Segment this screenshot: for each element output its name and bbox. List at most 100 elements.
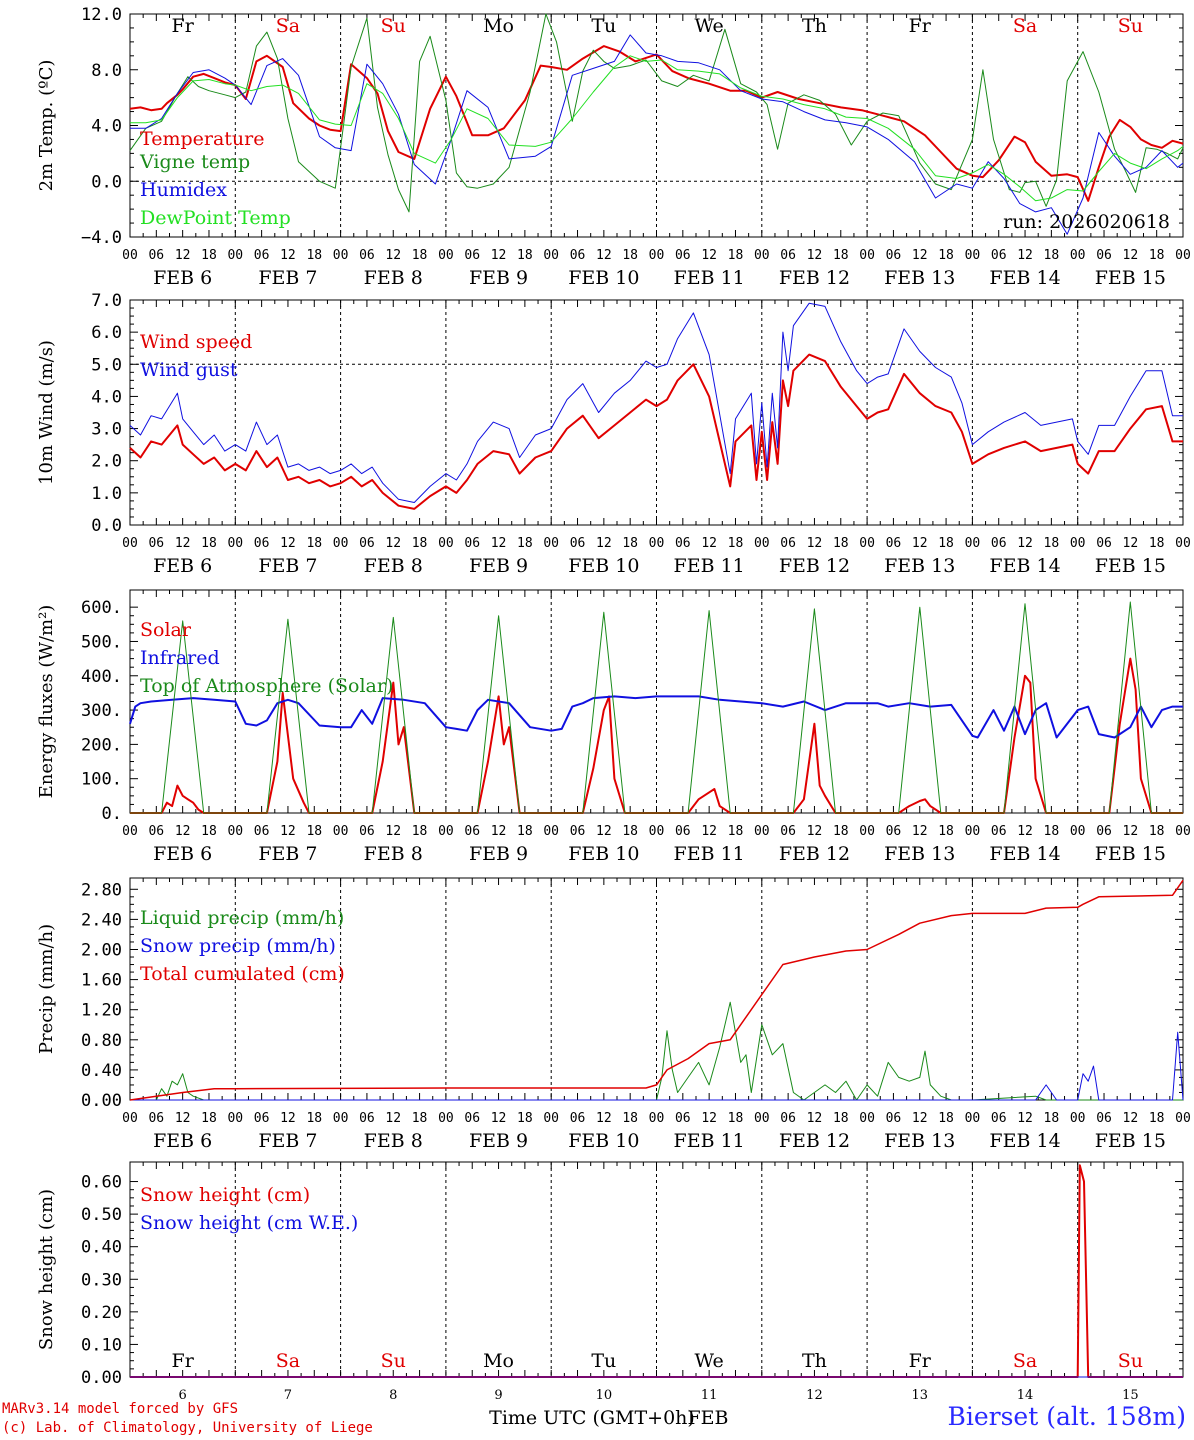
day-number-label: 8 xyxy=(389,1388,397,1403)
hour-label: 18 xyxy=(938,1111,954,1126)
y-tick-label: 0.40 xyxy=(81,1238,122,1258)
hour-label: 00 xyxy=(122,248,138,263)
series-line-top-of-atmosphere-solar- xyxy=(130,601,1183,814)
y-tick-label: 2.0 xyxy=(91,452,122,472)
day-of-week-label: Sa xyxy=(1013,15,1037,37)
day-of-week-label: Fr xyxy=(172,1350,195,1372)
hour-label: 12 xyxy=(280,248,296,263)
hour-label: 00 xyxy=(438,1111,454,1126)
date-label: FEB 12 xyxy=(779,843,850,865)
date-label: FEB 15 xyxy=(1095,1130,1166,1152)
date-label: FEB 6 xyxy=(153,555,212,577)
hour-label: 12 xyxy=(1123,536,1139,551)
date-label: FEB 7 xyxy=(258,843,317,865)
hour-label: 18 xyxy=(412,824,428,839)
hour-label: 18 xyxy=(622,248,638,263)
hour-label: 18 xyxy=(833,824,849,839)
hour-label: 12 xyxy=(912,824,928,839)
hour-label: 00 xyxy=(438,248,454,263)
day-of-week-label: Th xyxy=(802,1350,827,1372)
hour-label: 00 xyxy=(1175,536,1191,551)
hour-label: 00 xyxy=(649,248,665,263)
legend-entry: Top of Atmosphere (Solar) xyxy=(140,675,393,697)
hour-label: 12 xyxy=(280,536,296,551)
hour-label: 06 xyxy=(570,824,586,839)
hour-label: 18 xyxy=(833,1111,849,1126)
series-line-dewpoint-temp xyxy=(130,55,1184,202)
legend-entry: Infrared xyxy=(140,647,220,669)
y-axis-label: Energy fluxes (W/m²) xyxy=(36,605,57,799)
hour-label: 12 xyxy=(701,248,717,263)
hour-label: 00 xyxy=(227,1111,243,1126)
hour-label: 12 xyxy=(385,824,401,839)
hour-label: 12 xyxy=(1123,1111,1139,1126)
hour-label: 06 xyxy=(464,536,480,551)
hour-label: 12 xyxy=(1017,248,1033,263)
day-of-week-label: Sa xyxy=(1013,1350,1037,1372)
hour-label: 00 xyxy=(227,248,243,263)
hour-label: 06 xyxy=(886,248,902,263)
hour-label: 06 xyxy=(886,824,902,839)
hour-label: 12 xyxy=(175,248,191,263)
y-tick-label: 6.0 xyxy=(91,323,122,343)
hour-label: 00 xyxy=(543,536,559,551)
legend-entry: Vigne temp xyxy=(139,151,250,173)
hour-label: 06 xyxy=(991,824,1007,839)
y-axis-label: 10m Wind (m/s) xyxy=(36,340,57,485)
day-number-label: 14 xyxy=(1017,1388,1034,1403)
hour-label: 18 xyxy=(306,536,322,551)
hour-label: 18 xyxy=(622,824,638,839)
hour-label: 06 xyxy=(254,1111,270,1126)
date-label: FEB 6 xyxy=(153,267,212,289)
y-tick-label: 0.20 xyxy=(81,1303,122,1323)
date-label: FEB 7 xyxy=(258,555,317,577)
hour-label: 18 xyxy=(622,536,638,551)
hour-label: 18 xyxy=(412,536,428,551)
hour-label: 12 xyxy=(807,536,823,551)
y-tick-label: 0.10 xyxy=(81,1335,122,1355)
y-tick-label: 100. xyxy=(81,770,122,790)
day-number-label: 15 xyxy=(1122,1388,1139,1403)
hour-label: 06 xyxy=(675,536,691,551)
hour-label: 00 xyxy=(649,536,665,551)
hour-label: 18 xyxy=(1149,536,1165,551)
day-number-label: 6 xyxy=(179,1388,187,1403)
hour-label: 18 xyxy=(833,536,849,551)
hour-label: 18 xyxy=(1044,248,1060,263)
day-of-week-label: Fr xyxy=(172,15,195,37)
series-line-wind-gust xyxy=(129,302,1183,503)
day-of-week-label: Tu xyxy=(591,1350,616,1372)
model-credit: MARv3.14 model forced by GFS xyxy=(2,1401,239,1417)
hour-label: 06 xyxy=(886,1111,902,1126)
hour-label: 06 xyxy=(254,824,270,839)
date-label: FEB 13 xyxy=(884,267,955,289)
hour-label: 00 xyxy=(754,1111,770,1126)
date-label: FEB 13 xyxy=(884,555,955,577)
hour-label: 06 xyxy=(1096,248,1112,263)
hour-label: 00 xyxy=(543,248,559,263)
day-of-week-label: Su xyxy=(1118,15,1143,37)
hour-label: 18 xyxy=(728,248,744,263)
y-axis-label: 2m Temp. (ºC) xyxy=(36,60,57,192)
hour-label: 06 xyxy=(780,824,796,839)
hour-label: 18 xyxy=(728,536,744,551)
y-axis-label: Precip (mm/h) xyxy=(36,924,57,1054)
hour-label: 12 xyxy=(175,824,191,839)
hour-label: 18 xyxy=(201,1111,217,1126)
hour-label: 06 xyxy=(148,1111,164,1126)
legend-entry: Total cumulated (cm) xyxy=(140,963,345,985)
hour-label: 18 xyxy=(517,248,533,263)
hour-label: 18 xyxy=(412,248,428,263)
hour-label: 12 xyxy=(596,248,612,263)
hour-label: 06 xyxy=(359,1111,375,1126)
y-tick-label: 4.0 xyxy=(91,387,122,407)
hour-label: 12 xyxy=(807,1111,823,1126)
hour-label: 00 xyxy=(1070,1111,1086,1126)
hour-label: 12 xyxy=(807,824,823,839)
hour-label: 06 xyxy=(780,248,796,263)
series-line-wind-speed xyxy=(129,353,1183,510)
date-label: FEB 8 xyxy=(364,555,423,577)
hour-label: 00 xyxy=(1175,824,1191,839)
hour-label: 12 xyxy=(175,1111,191,1126)
hour-label: 18 xyxy=(412,1111,428,1126)
